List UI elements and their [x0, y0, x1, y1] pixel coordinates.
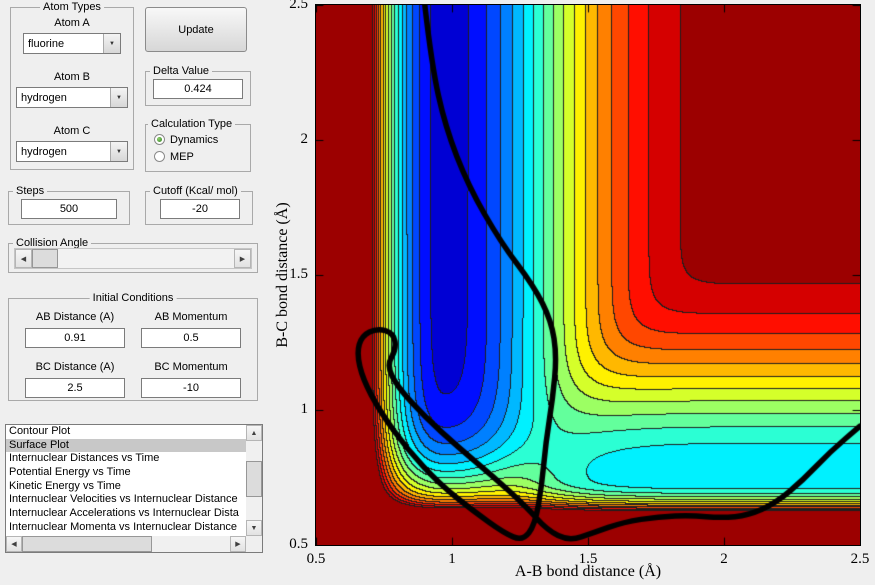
x-tick-label: 2 [720, 551, 728, 567]
scroll-down-button[interactable]: ▼ [246, 520, 262, 536]
y-tick-label: 1 [300, 401, 309, 417]
y-tick-label: 2.5 [289, 0, 308, 12]
atom-b-value: hydrogen [21, 91, 67, 104]
list-item[interactable]: Kinetic Energy vs Time [9, 479, 121, 492]
radio-label: MEP [170, 150, 194, 163]
ic-cell: AB Momentum [133, 301, 249, 351]
atom-b-select[interactable]: hydrogen ▼ [16, 87, 128, 108]
slider-right-button[interactable]: ▶ [234, 249, 251, 268]
calculation-type-panel: Calculation Type Dynamics MEP [145, 118, 251, 172]
scroll-left-button[interactable]: ◀ [6, 536, 22, 552]
slider-thumb[interactable] [32, 249, 58, 268]
ab-distance-input[interactable] [25, 328, 125, 348]
chevron-down-icon: ▼ [110, 88, 127, 107]
scroll-right-button[interactable]: ▶ [230, 536, 246, 552]
x-axis-label: A-B bond distance (Å) [514, 563, 662, 580]
initial-conditions-title: Initial Conditions [89, 292, 177, 304]
atom-types-panel: Atom Types Atom A fluorine ▼ Atom B hydrogen… [10, 1, 134, 170]
atom-c-select[interactable]: hydrogen ▼ [16, 141, 128, 162]
plot-type-listbox: Contour Plot Surface Plot Internuclear Dis… [5, 424, 263, 553]
plot-frame [315, 4, 861, 546]
atom-field-label: Atom B [53, 71, 91, 83]
x-tick-label: 1.5 [578, 551, 598, 567]
hscroll-thumb[interactable] [22, 536, 152, 552]
list-item[interactable]: Contour Plot [9, 425, 71, 437]
delta-value-title: Delta Value [150, 65, 213, 77]
x-tick-label: 2.5 [850, 551, 870, 567]
ic-label: AB Momentum [154, 311, 228, 323]
y-tick-label: 1.5 [289, 266, 308, 282]
scroll-up-button[interactable]: ▲ [246, 425, 262, 441]
list-item[interactable]: Surface Plot [6, 438, 246, 453]
cutoff-panel: Cutoff (Kcal/ mol) [145, 185, 253, 225]
atom-a-value: fluorine [28, 37, 65, 50]
calc-type-options: Dynamics MEP [154, 131, 248, 165]
ic-label: BC Momentum [154, 360, 228, 373]
slider-left-button[interactable]: ◀ [15, 249, 32, 268]
arrow-up-icon: ▲ [250, 429, 258, 437]
scrollbar-corner [246, 536, 262, 552]
steps-panel: Steps [8, 185, 130, 225]
collision-angle-title: Collision Angle [13, 237, 92, 249]
collision-angle-slider[interactable]: ◀ ▶ [14, 248, 252, 269]
arrow-left-icon: ◀ [11, 541, 17, 548]
list-vscrollbar[interactable]: ▲ ▼ [246, 425, 262, 536]
bc-momentum-input[interactable] [141, 377, 241, 398]
atom-types-title: Atom Types [40, 1, 104, 13]
atom-types-content: Atom A fluorine ▼ Atom B hydrogen ▼ Atom C hydr… [11, 8, 133, 169]
steps-input[interactable] [21, 199, 117, 219]
init-cond-grid: AB Distance (A) AB Momentum BC Distance (A… [9, 299, 257, 400]
delta-value-panel: Delta Value [145, 65, 251, 106]
radio-dynamics[interactable]: Dynamics [154, 131, 248, 148]
collision-angle-panel: Collision Angle ◀ ▶ [8, 237, 258, 273]
ic-label: AB Distance (A) [35, 311, 115, 323]
pes-contour-plot [316, 5, 860, 545]
radio-mep[interactable]: MEP [154, 148, 248, 165]
x-tick-label: 1 [448, 551, 456, 567]
ic-cell: BC Momentum [133, 351, 249, 401]
list-item[interactable]: Potential Energy vs Time [9, 466, 131, 479]
atom-field-label: Atom A [54, 17, 90, 29]
plot-list-items: Contour Plot Surface Plot Internuclear Dis… [6, 425, 246, 536]
arrow-down-icon: ▼ [250, 524, 258, 532]
update-button[interactable]: Update [145, 7, 247, 52]
cutoff-input[interactable] [160, 199, 240, 219]
atom-c-value: hydrogen [21, 145, 67, 158]
chevron-down-icon: ▼ [110, 142, 127, 161]
initial-conditions-panel: Initial Conditions AB Distance (A) AB Mom… [8, 292, 258, 401]
bc-distance-input[interactable] [25, 377, 125, 398]
radio-selected-icon [154, 134, 165, 145]
chevron-down-icon: ▼ [103, 34, 120, 53]
radio-label: Dynamics [170, 133, 219, 146]
arrow-left-icon: ◀ [20, 255, 27, 263]
list-item[interactable]: Internuclear Distances vs Time [9, 452, 160, 465]
atom-a-select[interactable]: fluorine ▼ [23, 33, 121, 54]
arrow-right-icon: ▶ [239, 255, 246, 263]
x-tick-label: 0.5 [306, 551, 326, 567]
ic-cell: AB Distance (A) [17, 301, 133, 351]
ic-label: BC Distance (A) [35, 360, 115, 373]
list-item[interactable]: Internuclear Velocities vs Internuclear … [9, 493, 238, 506]
list-item[interactable]: Internuclear Accelerations vs Internucle… [9, 507, 239, 520]
ab-momentum-input[interactable] [141, 328, 241, 348]
y-tick-label: 2 [300, 131, 309, 147]
list-hscrollbar[interactable]: ◀ ▶ [6, 536, 246, 552]
list-item[interactable]: Internuclear Momenta vs Internuclear Dis… [9, 520, 238, 533]
cutoff-title: Cutoff (Kcal/ mol) [150, 185, 241, 197]
y-tick-label: 0.5 [289, 536, 308, 552]
arrow-right-icon: ▶ [235, 541, 241, 548]
radio-unselected-icon [154, 151, 165, 162]
ic-cell: BC Distance (A) [17, 351, 133, 401]
update-button-label: Update [178, 23, 214, 36]
steps-title: Steps [13, 185, 48, 197]
calculation-type-title: Calculation Type [148, 118, 236, 130]
atom-field-label: Atom C [53, 125, 91, 137]
vscroll-thumb[interactable] [246, 461, 262, 497]
delta-value-input[interactable] [153, 79, 243, 99]
